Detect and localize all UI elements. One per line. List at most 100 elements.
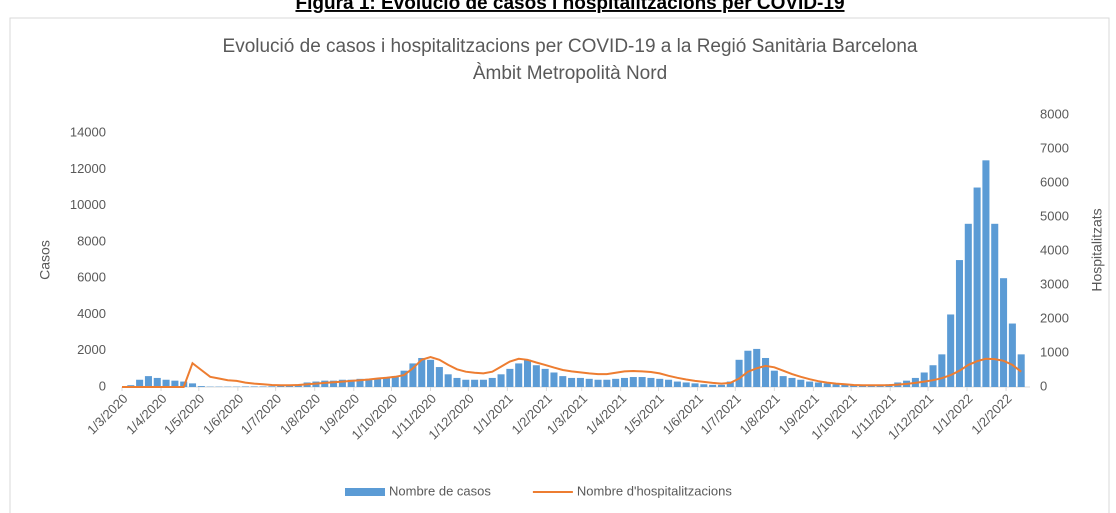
bar — [1000, 278, 1008, 387]
bar — [973, 187, 981, 387]
bar — [964, 223, 972, 387]
bar — [673, 381, 681, 387]
bar — [171, 380, 179, 387]
bar — [462, 379, 470, 387]
bar — [656, 378, 664, 387]
bar — [374, 378, 382, 387]
bar — [365, 378, 373, 387]
bar — [241, 386, 249, 387]
y-axis-title: Casos — [37, 240, 53, 280]
chart-title: Evolució de casos i hospitalitzacions pe… — [223, 36, 918, 57]
y-tick-label: 14000 — [70, 125, 106, 140]
bar — [991, 223, 999, 387]
y2-tick-label: 1000 — [1040, 344, 1069, 359]
legend-label: Nombre d'hospitalitzacions — [577, 483, 732, 498]
line — [122, 356, 1022, 388]
bar — [277, 385, 285, 387]
bar — [841, 384, 849, 387]
bar — [427, 359, 435, 387]
y2-axis-title: Hospitalitzats — [1089, 208, 1105, 291]
bar — [929, 365, 937, 387]
bar — [136, 379, 144, 387]
bar — [735, 359, 743, 387]
bar — [788, 377, 796, 387]
bar — [347, 379, 355, 387]
bar — [832, 384, 840, 387]
bar — [920, 372, 928, 387]
bar — [471, 379, 479, 387]
bar — [850, 385, 858, 387]
y2-tick-label: 3000 — [1040, 276, 1069, 291]
bar — [453, 377, 461, 387]
y2-tick-label: 5000 — [1040, 208, 1069, 223]
bar — [400, 370, 408, 387]
bar — [568, 377, 576, 387]
bar — [153, 377, 161, 387]
bar — [550, 372, 558, 387]
chart-title: Àmbit Metropolità Nord — [473, 63, 667, 84]
y2-tick-label: 6000 — [1040, 174, 1069, 189]
y-tick-label: 4000 — [77, 306, 106, 321]
bar — [338, 379, 346, 387]
bar — [1008, 323, 1016, 387]
bar — [497, 374, 505, 387]
y2-tick-label: 2000 — [1040, 310, 1069, 325]
legend-label: Nombre de casos — [389, 483, 491, 498]
bar — [559, 376, 567, 387]
bar — [982, 160, 990, 387]
y-tick-label: 6000 — [77, 270, 106, 285]
bar — [259, 386, 267, 387]
bar — [665, 379, 673, 387]
y-tick-label: 12000 — [70, 161, 106, 176]
y-tick-label: 0 — [99, 378, 106, 393]
bar — [612, 378, 620, 387]
bar — [382, 377, 390, 387]
bar — [506, 368, 514, 387]
bar — [691, 383, 699, 387]
bar — [823, 383, 831, 387]
bar — [250, 386, 258, 387]
bar — [814, 382, 822, 387]
bar — [488, 377, 496, 387]
bar — [744, 350, 752, 387]
bar — [770, 370, 778, 387]
bar — [268, 386, 276, 387]
bar — [532, 365, 540, 387]
heading: Figura 1: Evolució de casos i hospitalit… — [295, 0, 844, 14]
bar — [356, 378, 364, 387]
bar — [197, 386, 205, 387]
y2-tick-label: 4000 — [1040, 242, 1069, 257]
bar — [144, 376, 152, 387]
bar — [330, 380, 338, 387]
bar — [523, 359, 532, 387]
chart-frame — [9, 17, 1110, 513]
y-tick-label: 10000 — [70, 197, 106, 212]
bar — [797, 379, 805, 387]
bar — [391, 376, 399, 387]
bar — [779, 376, 787, 387]
bar — [603, 379, 611, 387]
y-tick-label: 8000 — [77, 233, 106, 248]
bar — [938, 354, 946, 387]
y2-tick-label: 8000 — [1040, 106, 1069, 121]
y-tick-label: 2000 — [77, 342, 106, 357]
bar — [717, 384, 725, 387]
bar — [682, 382, 690, 387]
bar — [515, 363, 523, 387]
bar — [647, 377, 655, 387]
bar — [541, 368, 549, 387]
legend-swatch — [345, 488, 385, 496]
bar — [762, 357, 770, 387]
bar — [162, 379, 170, 387]
bar — [955, 260, 964, 387]
bar — [576, 377, 584, 387]
bar — [709, 384, 717, 387]
bar — [188, 383, 197, 387]
bar — [585, 378, 593, 387]
bar — [435, 367, 443, 387]
bar — [806, 381, 814, 387]
bar — [629, 377, 637, 387]
bar — [409, 363, 417, 387]
bar — [947, 314, 955, 387]
